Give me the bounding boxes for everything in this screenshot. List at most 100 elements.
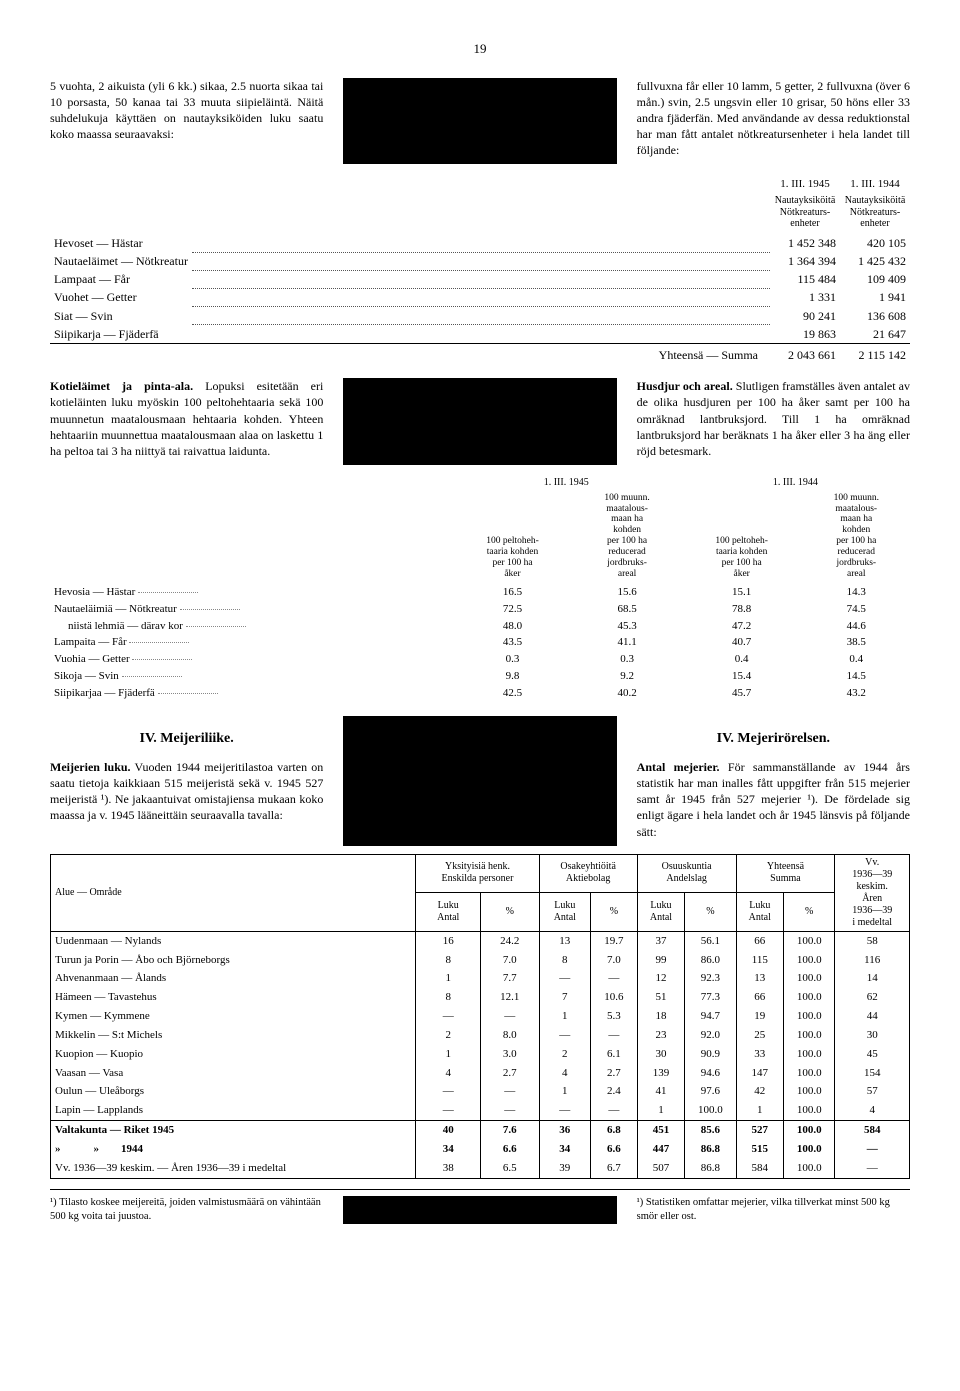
t3-cell: —	[591, 1101, 638, 1120]
t2-h1b: 100 peltoheh- taaria kohden per 100 ha å…	[681, 492, 803, 584]
t3-sum-cell: 6.6	[481, 1140, 540, 1159]
t3-subhead-cell: Luku Antal	[736, 893, 783, 932]
t3-cell: 1	[416, 1045, 481, 1064]
t3-cell: 23	[637, 1026, 684, 1045]
livestock-units-table: 1. III. 1945 1. III. 1944 Nautayksiköitä…	[50, 176, 910, 364]
t3-sum-cell: 100.0	[784, 1159, 835, 1178]
t3-cell: 115	[736, 951, 783, 970]
intro-fi: 5 vuohta, 2 aikuista (yli 6 kk.) sikaa, …	[50, 78, 323, 143]
t3-cell: 1	[539, 1082, 591, 1101]
t3-cell: 66	[736, 931, 783, 950]
t3-cell: 25	[736, 1026, 783, 1045]
footnote-fi: ¹) Tilasto koskee meijereitä, joiden val…	[50, 1196, 323, 1224]
col-divider	[343, 78, 616, 165]
t3-sum-cell: 6.7	[591, 1159, 638, 1178]
t3-cell: 10.6	[591, 988, 638, 1007]
t3-cell: 41	[637, 1082, 684, 1101]
col-divider	[343, 759, 616, 846]
t2-c: 0.4	[681, 651, 803, 668]
t3-g3: Yhteensä Summa	[736, 854, 835, 893]
t3-sum-label: Vv. 1936—39 keskim. — Åren 1936—39 i med…	[51, 1159, 416, 1178]
t3-sum-cell: 34	[416, 1140, 481, 1159]
t3-cell: 30	[835, 1026, 910, 1045]
t2-a: 0.3	[452, 651, 574, 668]
t3-g1: Osakeyhtiöitä Aktiebolag	[539, 854, 637, 893]
t3-cell: 58	[835, 931, 910, 950]
t3-sum-cell: 6.8	[591, 1121, 638, 1140]
t1-v1: 1 331	[770, 288, 840, 306]
t3-cell: 139	[637, 1064, 684, 1083]
t3-row-label: Lapin — Lapplands	[51, 1101, 416, 1120]
t1-v1: 90 241	[770, 307, 840, 325]
t2-h2a: 100 muunn. maatalous- maan ha kohden per…	[573, 492, 680, 584]
t3-cell: 100.0	[784, 1101, 835, 1120]
t3-sum-cell: 507	[637, 1159, 684, 1178]
t3-sum-cell: 515	[736, 1140, 783, 1159]
para2-fi: Kotieläimet ja pinta-ala. Lopuksi esitet…	[50, 378, 323, 459]
t1-v2: 21 647	[840, 325, 910, 344]
t2-a: 72.5	[452, 601, 574, 618]
t3-cell: —	[591, 1026, 638, 1045]
t3-sum-cell: 86.8	[685, 1159, 736, 1178]
t2-b: 41.1	[573, 634, 680, 651]
t1-sum2: 2 115 142	[840, 343, 910, 364]
t3-cell: 99	[637, 951, 684, 970]
t3-cell: 44	[835, 1007, 910, 1026]
t3-cell: 5.3	[591, 1007, 638, 1026]
t3-g2: Osuuskuntia Andelslag	[637, 854, 736, 893]
dotted-leader	[192, 307, 770, 325]
t2-c: 78.8	[681, 601, 803, 618]
t2-a: 9.8	[452, 668, 574, 685]
t3-sum-cell: 39	[539, 1159, 591, 1178]
t3-cell: 62	[835, 988, 910, 1007]
t1-sum-label: Yhteensä — Summa	[192, 343, 770, 364]
t3-subhead-cell: %	[481, 893, 540, 932]
t3-row-label: Ahvenanmaan — Ålands	[51, 969, 416, 988]
t3-cell: —	[416, 1082, 481, 1101]
t3-cell: 92.0	[685, 1026, 736, 1045]
t3-sum-cell: 584	[835, 1121, 910, 1140]
t3-cell: 12.1	[481, 988, 540, 1007]
t3-cell: 7.0	[591, 951, 638, 970]
t3-cell: 45	[835, 1045, 910, 1064]
t3-sum-cell: 100.0	[784, 1140, 835, 1159]
t3-cell: 14	[835, 969, 910, 988]
col-divider	[343, 716, 616, 759]
t3-cell: —	[591, 969, 638, 988]
t3-cell: 147	[736, 1064, 783, 1083]
t3-cell: 7.7	[481, 969, 540, 988]
t3-cell: 97.6	[685, 1082, 736, 1101]
page-number: 19	[50, 40, 910, 58]
t2-c: 40.7	[681, 634, 803, 651]
footnotes: ¹) Tilasto koskee meijereitä, joiden val…	[50, 1189, 910, 1224]
t3-g0: Yksityisiä henk. Enskilda personer	[416, 854, 539, 893]
t3-cell: 116	[835, 951, 910, 970]
t3-cell: 8.0	[481, 1026, 540, 1045]
t3-sum-cell: —	[835, 1140, 910, 1159]
dairy-table: Alue — Område Yksityisiä henk. Enskilda …	[50, 854, 910, 1179]
t1-row-label: Hevoset — Hästar	[50, 234, 192, 252]
section4-text: Meijerien luku. Vuoden 1944 meijeritilas…	[50, 759, 910, 846]
t3-sum-label: Valtakunta — Riket 1945	[51, 1121, 416, 1140]
t3-cell: 51	[637, 988, 684, 1007]
t3-cell: 100.0	[784, 1007, 835, 1026]
t3-area-label: Alue — Område	[51, 854, 416, 931]
t1-v2: 1 425 432	[840, 252, 910, 270]
t2-d: 44.6	[803, 618, 910, 635]
t3-cell: 13	[736, 969, 783, 988]
t3-cell: 100.0	[685, 1101, 736, 1120]
dotted-leader	[192, 325, 770, 344]
t3-cell: 100.0	[784, 1045, 835, 1064]
t2-d: 38.5	[803, 634, 910, 651]
t2-b: 15.6	[573, 584, 680, 601]
t3-cell: 1	[416, 969, 481, 988]
t2-d: 43.2	[803, 685, 910, 702]
t3-cell: 2.4	[591, 1082, 638, 1101]
t2-a: 48.0	[452, 618, 574, 635]
t1-v2: 136 608	[840, 307, 910, 325]
dotted-leader	[192, 288, 770, 306]
intro-block: 5 vuohta, 2 aikuista (yli 6 kk.) sikaa, …	[50, 78, 910, 165]
t2-b: 40.2	[573, 685, 680, 702]
t3-cell: 100.0	[784, 931, 835, 950]
t3-subhead-cell: %	[685, 893, 736, 932]
